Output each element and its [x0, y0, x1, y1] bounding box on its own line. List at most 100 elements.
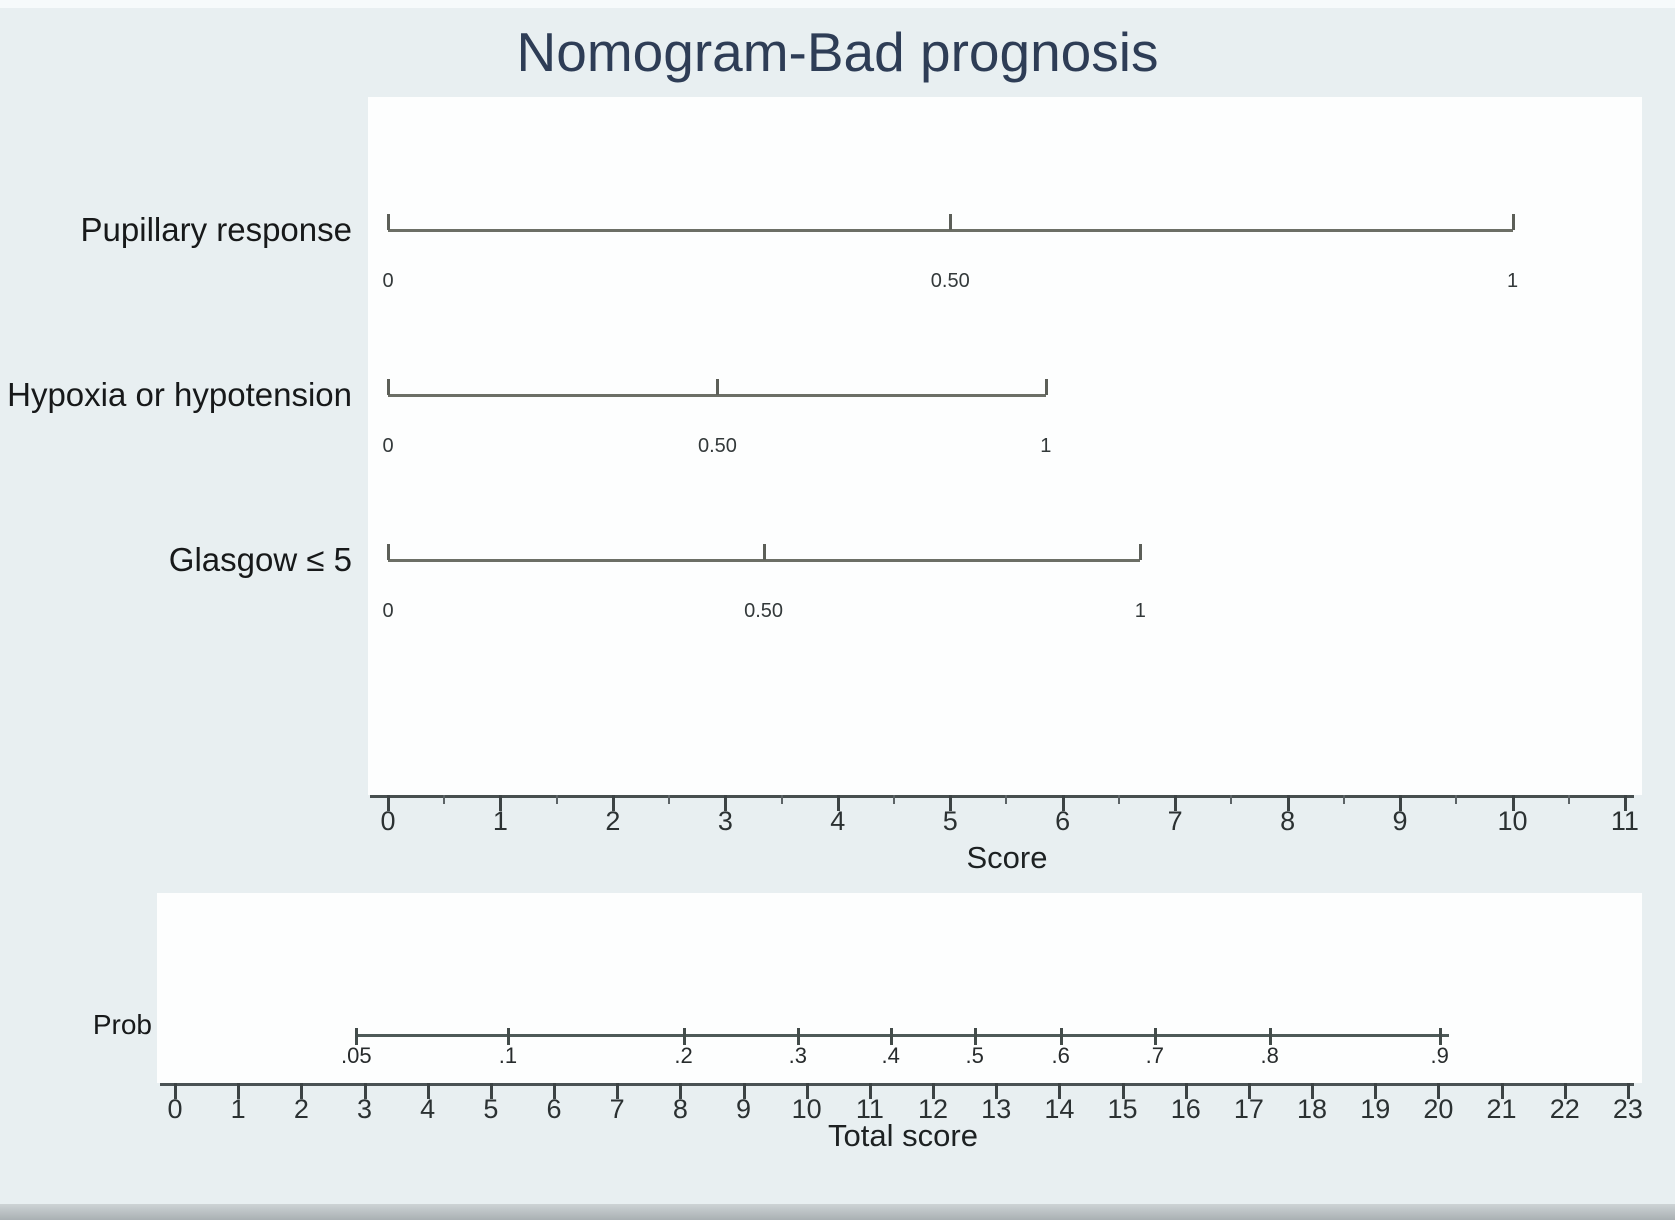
- prob-tick-label: .2: [674, 1043, 693, 1068]
- prob-tick: [1438, 1028, 1442, 1045]
- total-tick: [995, 1083, 999, 1099]
- score-minor-tick: [555, 795, 558, 804]
- total-tick-label: 3: [356, 1094, 373, 1124]
- prob-tick-label: .7: [1145, 1043, 1164, 1068]
- total-tick: [1311, 1083, 1315, 1099]
- total-tick: [679, 1083, 683, 1099]
- lower-plot-panel: [157, 893, 1642, 1083]
- score-major-tick: [1399, 795, 1403, 811]
- chart-title: Nomogram-Bad prognosis: [516, 21, 1159, 83]
- total-tick: [363, 1083, 367, 1099]
- score-tick-label: 5: [942, 806, 958, 836]
- score-tick-label: 11: [1610, 806, 1639, 836]
- row-tick: [1139, 544, 1143, 560]
- row-tick-label: 0: [382, 435, 394, 457]
- row-tick-label: 0: [382, 600, 394, 622]
- row-tick-label: 0.50: [930, 270, 970, 292]
- total-tick-label: 17: [1233, 1094, 1264, 1124]
- score-tick-label: 10: [1497, 806, 1528, 836]
- prob-tick-label: .9: [1430, 1043, 1449, 1068]
- score-major-tick: [1623, 795, 1627, 811]
- score-major-tick: [1511, 795, 1515, 811]
- row-tick: [387, 544, 390, 560]
- score-major-tick: [387, 795, 390, 811]
- row-tick-label: 1: [1040, 435, 1052, 457]
- total-tick-label: 22: [1549, 1094, 1580, 1124]
- score-minor-tick: [1567, 795, 1570, 804]
- prob-tick-label: .5: [965, 1043, 984, 1068]
- score-minor-tick: [1455, 795, 1458, 804]
- total-tick: [1184, 1083, 1188, 1099]
- total-tick-label: 23: [1612, 1094, 1643, 1124]
- total-tick-label: 9: [736, 1094, 752, 1124]
- row-tick: [387, 214, 390, 230]
- total-tick: [1247, 1083, 1251, 1099]
- prob-line: [356, 1034, 1449, 1037]
- score-major-tick: [836, 795, 840, 811]
- total-tick: [174, 1083, 177, 1099]
- score-major-tick: [611, 795, 615, 811]
- total-tick-label: 15: [1107, 1094, 1138, 1124]
- total-axis-line: [160, 1083, 1634, 1086]
- total-tick-label: 20: [1423, 1094, 1454, 1124]
- prob-tick: [1059, 1028, 1063, 1045]
- total-tick-label: 14: [1044, 1094, 1075, 1124]
- total-tick-label: 2: [293, 1094, 309, 1124]
- prob-tick: [796, 1028, 800, 1045]
- score-major-tick: [949, 795, 953, 811]
- total-tick: [742, 1083, 746, 1099]
- row-tick: [949, 214, 953, 230]
- prob-tick-label: .6: [1051, 1043, 1070, 1068]
- total-tick: [1374, 1083, 1378, 1099]
- prob-tick: [973, 1028, 977, 1045]
- row-label: Pupillary response: [80, 211, 352, 248]
- row-tick-label: 1: [1134, 600, 1146, 622]
- total-tick-label: 1: [230, 1094, 246, 1124]
- total-tick: [1437, 1083, 1441, 1099]
- row-tick: [716, 379, 720, 395]
- total-tick: [868, 1083, 872, 1099]
- row-tick: [1044, 379, 1048, 395]
- total-tick-label: 10: [791, 1094, 822, 1124]
- total-tick: [300, 1083, 304, 1099]
- score-major-tick: [724, 795, 728, 811]
- row-tick-label: 0: [382, 270, 394, 292]
- prob-tick: [682, 1028, 686, 1045]
- total-tick-label: 12: [918, 1094, 949, 1124]
- score-tick-label: 6: [1055, 806, 1071, 836]
- total-tick: [1500, 1083, 1504, 1099]
- score-minor-tick: [1005, 795, 1008, 804]
- row-tick: [1511, 214, 1515, 230]
- total-tick: [1626, 1083, 1630, 1099]
- row-line: [388, 229, 1513, 232]
- score-tick-label: 3: [717, 806, 733, 836]
- prob-tick-label: .1: [498, 1043, 518, 1068]
- score-minor-tick: [1230, 795, 1233, 804]
- score-tick-label: 8: [1280, 806, 1296, 836]
- prob-tick-label: .05: [341, 1043, 372, 1068]
- total-tick: [489, 1083, 493, 1099]
- total-tick-label: 13: [981, 1094, 1012, 1124]
- score-tick-label: 0: [380, 806, 396, 836]
- row-tick: [387, 379, 390, 395]
- score-minor-tick: [1117, 795, 1120, 804]
- total-tick-label: 18: [1297, 1094, 1328, 1124]
- top-edge-strip: [0, 0, 1675, 8]
- row-line: [388, 394, 1046, 397]
- total-tick: [932, 1083, 936, 1099]
- total-tick: [426, 1083, 430, 1099]
- score-minor-tick: [443, 795, 446, 804]
- score-tick-label: 4: [830, 806, 846, 836]
- total-tick-label: 19: [1360, 1094, 1391, 1124]
- prob-tick: [1153, 1028, 1157, 1045]
- score-minor-tick: [780, 795, 783, 804]
- prob-tick: [1268, 1028, 1272, 1045]
- total-tick: [1058, 1083, 1062, 1099]
- row-tick-label: 0.50: [698, 435, 737, 457]
- prob-tick-label: .4: [881, 1043, 900, 1068]
- total-tick-label: 4: [420, 1094, 436, 1124]
- score-minor-tick: [893, 795, 896, 804]
- bottom-edge-strip: [0, 1204, 1675, 1220]
- row-line: [388, 559, 1141, 562]
